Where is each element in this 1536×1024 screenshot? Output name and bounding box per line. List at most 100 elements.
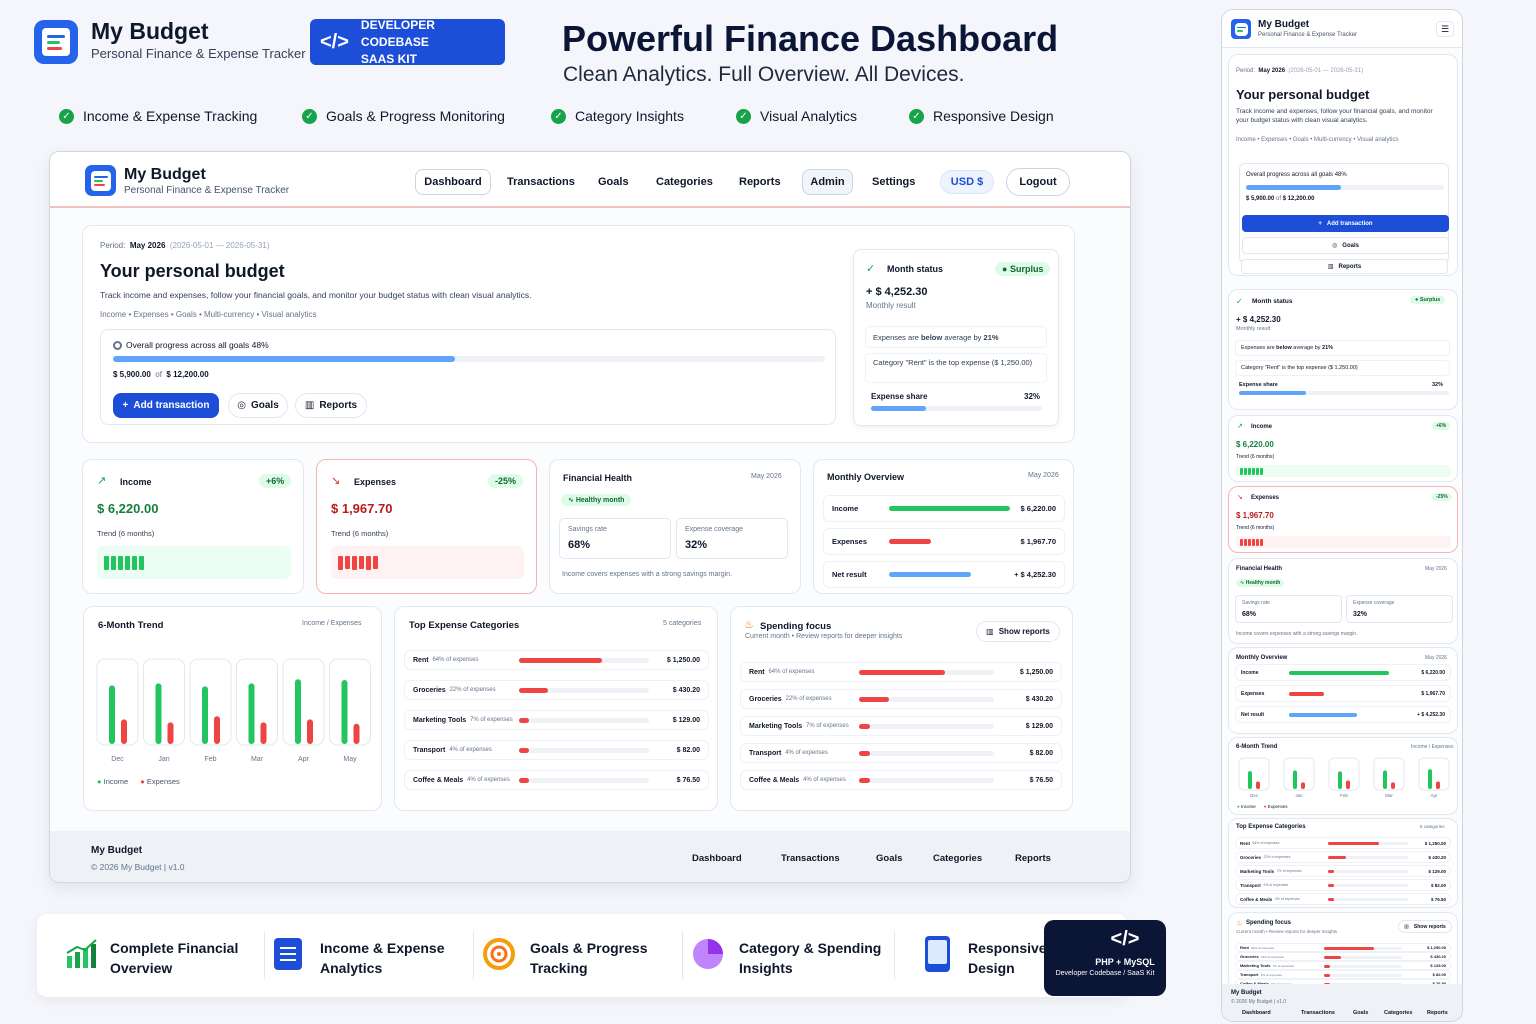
mobile-footer-reports[interactable]: Reports xyxy=(1427,1010,1448,1016)
sparkline-bar xyxy=(139,555,144,570)
mobile-overview-card: Monthly Overview May 2026 Income $ 6,220.… xyxy=(1228,647,1458,734)
mobile-footer: My Budget © 2026 My Budget | v1.0 Dashbo… xyxy=(1222,984,1462,1021)
category-row[interactable]: Rent 64% of expenses $ 1,250.00 xyxy=(1235,943,1451,952)
logout-button[interactable]: Logout xyxy=(1006,168,1070,196)
menu-icon[interactable]: ☰ xyxy=(1436,21,1454,37)
chart-icon: ▥ xyxy=(304,400,315,411)
nav-dashboard[interactable]: Dashboard xyxy=(415,169,491,195)
expenses-sparkline xyxy=(1236,536,1451,548)
x-tick-label: Feb xyxy=(1340,793,1348,798)
badge-line2: SAAS KIT xyxy=(360,51,417,66)
footer-goals[interactable]: Goals xyxy=(876,853,903,864)
category-row[interactable]: Transport 4% of expenses $ 82.00 xyxy=(1235,970,1451,979)
footer-brand: My Budget xyxy=(91,845,143,856)
income-sparkline xyxy=(97,546,291,579)
category-row[interactable]: Marketing Tools 7% of expenses $ 129.00 xyxy=(404,710,709,730)
target-icon xyxy=(483,938,515,975)
nav-goals[interactable]: Goals xyxy=(598,176,629,188)
mobile-footer-transactions[interactable]: Transactions xyxy=(1301,1010,1335,1016)
category-name: Marketing Tools xyxy=(1240,868,1275,874)
mobile-header: My Budget Personal Finance & Expense Tra… xyxy=(1222,10,1462,48)
month-result: + $ 4,252.30 xyxy=(866,286,928,298)
category-name: Coffee & Meals xyxy=(1240,981,1269,986)
category-row[interactable]: Rent 64% of expenses $ 1,250.00 xyxy=(1235,837,1451,849)
mobile-footer-dashboard[interactable]: Dashboard xyxy=(1242,1010,1271,1016)
footer-categories[interactable]: Categories xyxy=(933,853,983,864)
feature-overview: Complete Financial Overview xyxy=(110,940,239,976)
add-transaction-button[interactable]: + Add transaction xyxy=(113,393,219,418)
insight-below-average: Expenses are below average by 21% xyxy=(865,326,1047,348)
income-card: ↗ Income +6% $ 6,220.00 Trend (6 months) xyxy=(82,459,304,594)
currency-select[interactable]: USD $ xyxy=(940,170,994,194)
category-row[interactable]: Marketing Tools 7% of expenses $ 129.00 xyxy=(1235,865,1451,877)
monthly-overview-card: Monthly Overview May 2026 Income $ 6,220.… xyxy=(813,459,1074,594)
mobile-footer-goals[interactable]: Goals xyxy=(1353,1010,1369,1016)
sparkline-bar xyxy=(359,556,364,569)
category-bar xyxy=(519,748,649,753)
category-share: 64% of expenses xyxy=(1251,945,1275,950)
mobile-add-transaction-button[interactable]: + Add transaction xyxy=(1242,215,1449,232)
sparkline-bar xyxy=(352,555,357,570)
reports-button[interactable]: ▥ Reports xyxy=(295,393,367,418)
footer: My Budget © 2026 My Budget | v1.0 Dashbo… xyxy=(50,831,1130,882)
category-bar-fill xyxy=(1324,965,1331,968)
nav-admin[interactable]: Admin xyxy=(802,169,853,195)
sparkline-bar xyxy=(1260,538,1263,546)
category-row[interactable]: Groceries 22% of expenses $ 430.20 xyxy=(404,680,709,700)
category-name: Transport xyxy=(1240,972,1259,977)
nav-categories[interactable]: Categories xyxy=(656,176,713,188)
mobile-reports-button[interactable]: ▥ Reports xyxy=(1241,259,1448,274)
category-bar xyxy=(519,718,649,723)
income-bar-mar xyxy=(1383,770,1387,789)
show-reports-button[interactable]: ▥ Show reports xyxy=(976,621,1060,642)
mobile-footer-categories[interactable]: Categories xyxy=(1384,1010,1413,1016)
footer-dashboard[interactable]: Dashboard xyxy=(692,853,742,864)
income-title: Income xyxy=(120,477,152,487)
category-row[interactable]: Coffee & Meals 4% of expenses $ 76.50 xyxy=(740,770,1062,790)
goals-button[interactable]: ◎ Goals xyxy=(228,393,288,418)
feature-item: ✓ Income & Expense Tracking xyxy=(59,108,257,124)
footer-transactions[interactable]: Transactions xyxy=(781,853,840,864)
category-row[interactable]: Rent 64% of expenses $ 1,250.00 xyxy=(404,650,709,670)
category-bar xyxy=(859,778,994,783)
footer-reports[interactable]: Reports xyxy=(1015,853,1051,864)
category-row[interactable]: Coffee & Meals 4% of expenses $ 76.50 xyxy=(404,770,709,790)
category-share: 4% of expenses xyxy=(1274,897,1300,901)
nav-transactions[interactable]: Transactions xyxy=(507,176,575,188)
sparkline-bar xyxy=(125,555,130,570)
x-tick-label: Jan xyxy=(1295,793,1303,798)
category-row[interactable]: Transport 4% of expenses $ 82.00 xyxy=(1235,879,1451,891)
mobile-goals-button[interactable]: ◎ Goals xyxy=(1242,237,1449,254)
mobile-health-card: Financial Health May 2026 ∿ Healthy mont… xyxy=(1228,558,1458,644)
category-row[interactable]: Rent 64% of expenses $ 1,250.00 xyxy=(740,662,1062,682)
category-row[interactable]: Groceries 22% of expenses $ 430.20 xyxy=(740,689,1062,709)
focus-title: Spending focus xyxy=(760,621,832,632)
category-row[interactable]: Marketing Tools 7% of expenses $ 129.00 xyxy=(1235,961,1451,970)
nav-brand-subtitle: Personal Finance & Expense Tracker xyxy=(124,185,290,196)
category-bar xyxy=(1328,870,1408,873)
top-categories-card: Top Expense Categories 5 categories Rent… xyxy=(394,606,718,811)
income-bar-feb xyxy=(1338,771,1342,789)
mobile-window: My Budget Personal Finance & Expense Tra… xyxy=(1221,9,1463,1022)
nav-settings[interactable]: Settings xyxy=(872,176,916,188)
check-circle-icon: ✓ xyxy=(1236,297,1243,306)
category-value: $ 430.20 xyxy=(672,686,700,694)
trend-slot xyxy=(329,658,371,746)
category-row[interactable]: Groceries 22% of expenses $ 430.20 xyxy=(1235,851,1451,863)
category-row[interactable]: Coffee & Meals 4% of expenses $ 76.50 xyxy=(1235,893,1451,905)
trend-card: 6-Month Trend Income / Expenses Dec Jan Fe… xyxy=(83,606,382,811)
overview-title: Monthly Overview xyxy=(827,472,905,482)
expenses-card: ↘ Expenses -25% $ 1,967.70 Trend (6 mont… xyxy=(316,459,537,594)
month-status-title: Month status xyxy=(887,264,943,274)
category-row[interactable]: Transport 4% of expenses $ 82.00 xyxy=(404,740,709,760)
mobile-show-reports-button[interactable]: ▥ Show reports xyxy=(1398,920,1452,933)
category-row[interactable]: Marketing Tools 7% of expenses $ 129.00 xyxy=(740,716,1062,736)
overview-row: Net result + $ 4,252.30 xyxy=(823,561,1065,588)
category-bar-fill xyxy=(519,748,530,753)
nav-reports[interactable]: Reports xyxy=(739,176,781,188)
overview-row: Net result + $ 4,252.30 xyxy=(1235,706,1451,723)
category-row[interactable]: Transport 4% of expenses $ 82.00 xyxy=(740,743,1062,763)
mobile-focus-card: ♨ Spending focus Current month • Review … xyxy=(1228,912,1458,990)
trend-slot xyxy=(1283,757,1315,791)
category-row[interactable]: Groceries 22% of expenses $ 430.20 xyxy=(1235,952,1451,961)
